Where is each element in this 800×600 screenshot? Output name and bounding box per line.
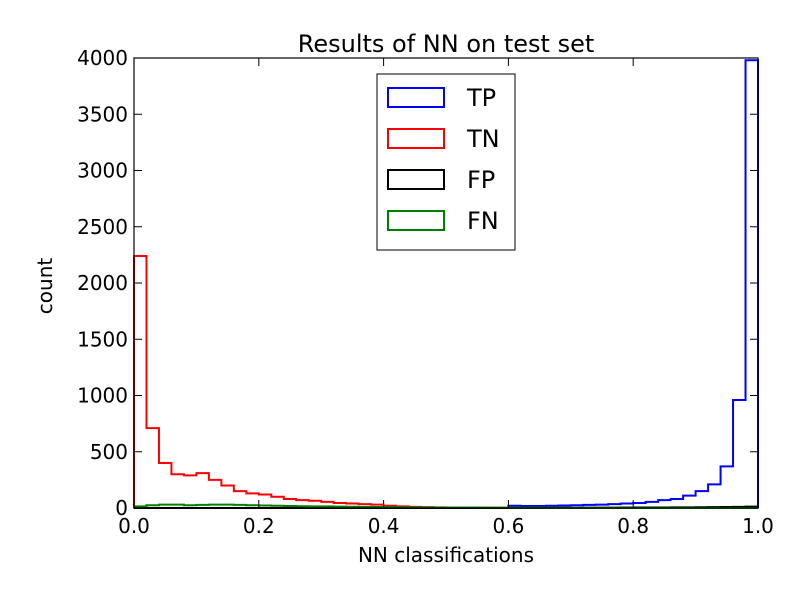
- y-tick-label: 500: [90, 440, 128, 464]
- y-tick-label: 1000: [77, 384, 128, 408]
- y-tick-label: 3500: [77, 102, 128, 126]
- legend-label-fn: FN: [467, 207, 499, 235]
- y-tick-label: 3000: [77, 159, 128, 183]
- y-tick-label: 0: [115, 496, 128, 520]
- x-tick-label: 0.4: [368, 514, 400, 538]
- plot-frame: [133, 57, 759, 509]
- legend-swatch-fp: [387, 169, 445, 190]
- x-tick-label: 0.6: [492, 514, 524, 538]
- ticks-layer: 0.0 0.2 0.4 0.6 0.8 1.0 0 500 1000 1500 2000 2500 30…: [77, 46, 774, 538]
- y-tick-label: 4000: [77, 46, 128, 70]
- x-tick-label: 0.0: [118, 514, 150, 538]
- chart-title: Results of NN on test set: [298, 30, 595, 58]
- y-tick-label: 2000: [77, 271, 128, 295]
- x-axis-label: NN classifications: [358, 543, 534, 567]
- legend-swatch-fn: [387, 210, 445, 231]
- legend-swatch-tp: [387, 87, 445, 108]
- y-axis-label: count: [33, 258, 57, 315]
- legend: TP TN FP FN: [376, 73, 516, 251]
- x-tick-label: 0.8: [617, 514, 649, 538]
- legend-label-tn: TN: [466, 125, 500, 153]
- x-tick-label: 1.0: [742, 514, 774, 538]
- x-tick-label: 0.2: [243, 514, 275, 538]
- legend-label-fp: FP: [467, 166, 495, 194]
- legend-box: [376, 73, 516, 251]
- legend-swatch-tn: [387, 128, 445, 149]
- legend-label-tp: TP: [466, 84, 496, 112]
- y-tick-label: 2500: [77, 215, 128, 239]
- y-tick-label: 1500: [77, 327, 128, 351]
- series-tn-step: [133, 255, 758, 509]
